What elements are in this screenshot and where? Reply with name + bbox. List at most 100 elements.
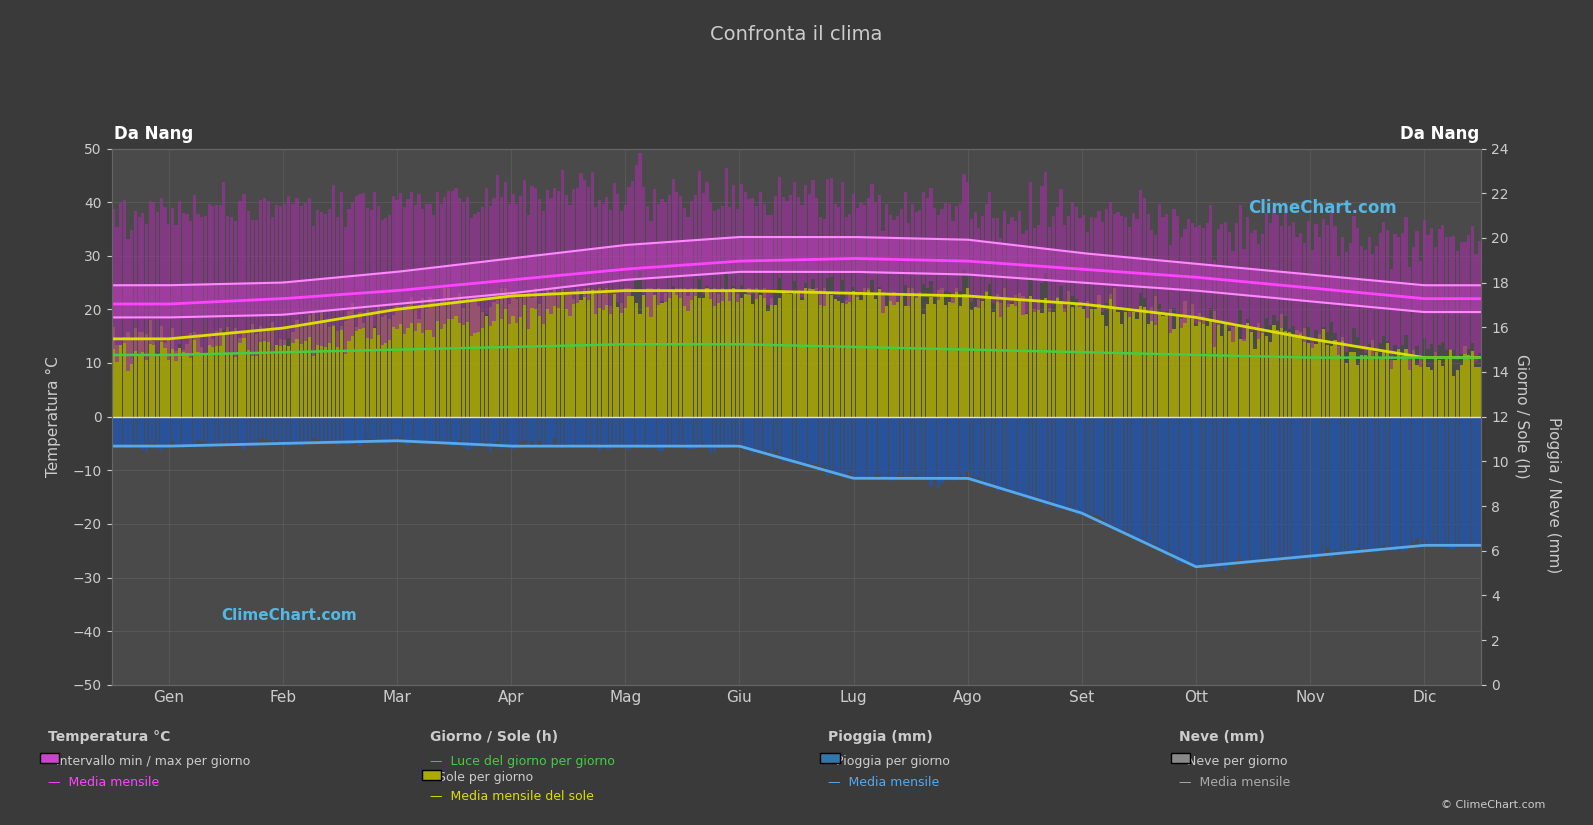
Bar [389,417,392,440]
Bar [1029,296,1032,417]
Bar [417,318,421,417]
Bar [492,417,495,418]
Bar [811,417,814,464]
Bar [1026,314,1029,417]
Bar [1187,417,1190,563]
Bar [1139,417,1142,539]
Bar [996,294,999,417]
Bar [500,288,503,417]
Bar [126,417,129,418]
Bar [425,205,429,330]
Bar [1090,417,1093,418]
Bar [822,219,825,306]
Bar [933,417,937,418]
Bar [276,417,279,418]
Bar [575,188,578,304]
Bar [558,293,561,417]
Bar [725,290,728,417]
Bar [1306,221,1309,327]
Bar [268,417,271,440]
Bar [911,288,914,417]
Bar [1325,225,1329,332]
Bar [706,417,709,447]
Bar [889,417,892,418]
Y-axis label: Temperatura °C: Temperatura °C [46,356,62,477]
Bar [1276,330,1279,417]
Bar [389,417,392,418]
Bar [1109,417,1112,418]
Bar [1423,417,1426,541]
Bar [500,417,503,418]
Text: Da Nang: Da Nang [1400,125,1478,144]
Bar [1228,417,1231,418]
Bar [951,417,954,418]
Bar [1470,226,1474,343]
Bar [698,417,701,446]
Bar [1344,417,1348,552]
Bar [276,417,279,440]
Bar [381,417,384,443]
Bar [137,417,140,418]
Bar [1192,304,1195,417]
Bar [196,417,199,418]
Bar [1063,308,1066,417]
Bar [664,201,667,303]
Bar [1273,208,1276,315]
Bar [698,299,701,417]
Bar [679,417,682,418]
Bar [1223,417,1227,418]
Bar [373,417,376,418]
Bar [664,417,667,418]
Bar [564,417,567,444]
Bar [714,211,717,305]
Bar [279,417,282,418]
Bar [1437,229,1440,345]
Bar [755,288,758,417]
Bar [1243,248,1246,342]
Bar [403,207,406,334]
Bar [350,303,354,417]
Bar [358,313,362,417]
Bar [1478,417,1481,418]
Bar [436,417,440,442]
Bar [1198,225,1201,322]
Bar [816,198,819,291]
Bar [414,310,417,417]
Bar [591,417,594,418]
Bar [156,355,159,417]
Bar [1056,296,1059,417]
Bar [586,186,589,300]
Bar [164,342,167,417]
Bar [1459,365,1462,417]
Bar [613,183,616,295]
Bar [959,204,962,291]
Bar [1467,356,1470,417]
Bar [234,417,237,443]
Bar [137,417,140,444]
Bar [1330,417,1333,418]
Bar [1220,417,1223,565]
Bar [675,417,679,418]
Bar [804,288,808,417]
Bar [1386,230,1389,342]
Bar [515,417,518,447]
Bar [561,170,564,293]
Bar [833,299,836,417]
Bar [174,351,177,417]
Bar [1383,417,1386,418]
Bar [223,417,226,441]
Bar [358,417,362,446]
Bar [1212,417,1215,418]
Bar [366,208,370,338]
Bar [1426,235,1429,349]
Bar [398,310,401,417]
Bar [1231,417,1235,418]
Bar [1344,417,1348,418]
Bar [683,208,687,305]
Bar [1268,342,1271,417]
Bar [992,219,996,303]
Bar [1063,225,1066,312]
Bar [804,185,808,283]
Bar [886,417,889,477]
Bar [900,209,903,296]
